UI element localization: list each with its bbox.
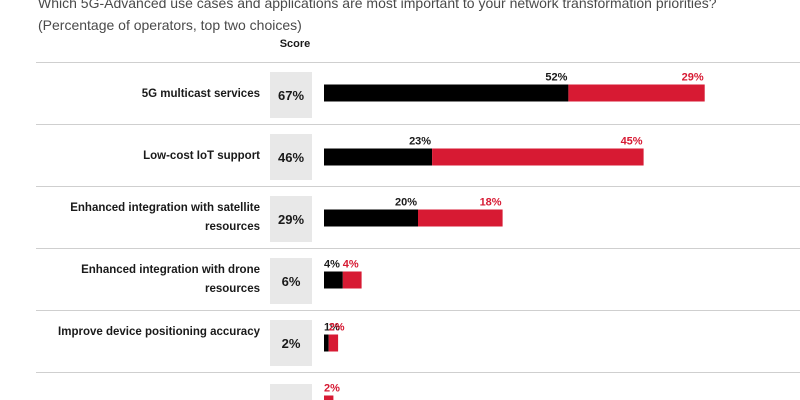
row-divider xyxy=(36,62,800,63)
row-divider xyxy=(36,310,800,311)
second-choice-label: 29% xyxy=(682,72,704,84)
score-box: 29% xyxy=(270,196,312,242)
chart-subtitle: Which 5G-Advanced use cases and applicat… xyxy=(38,0,717,33)
first-choice-label: 1% xyxy=(324,322,340,334)
row-divider xyxy=(36,372,800,373)
second-choice-label: 2% xyxy=(329,322,345,334)
score-box: 46% xyxy=(270,134,312,180)
row-divider xyxy=(36,124,800,125)
second-choice-label: 2% xyxy=(324,383,340,395)
second-choice-label: 45% xyxy=(621,136,643,148)
row-label: Improve device positioning accuracy xyxy=(58,326,260,338)
score-column-header: Score xyxy=(279,38,311,50)
score-box: 6% xyxy=(270,258,312,304)
row-label: Enhanced integration with drone resource… xyxy=(81,264,260,295)
second-choice-bar xyxy=(328,334,339,352)
row-divider xyxy=(36,248,800,249)
first-choice-bar xyxy=(324,271,343,289)
row-label: Low-cost IoT support xyxy=(143,150,260,162)
score-box: 67% xyxy=(270,72,312,118)
row-label: Enhanced integration with satellite reso… xyxy=(70,202,260,233)
second-choice-bar xyxy=(342,271,362,289)
second-choice-label: 4% xyxy=(343,259,359,271)
first-choice-bar xyxy=(324,148,433,166)
second-choice-bar xyxy=(324,395,334,400)
first-choice-label: 23% xyxy=(409,136,431,148)
second-choice-bar xyxy=(568,84,705,102)
score-box: 2% xyxy=(270,320,312,366)
first-choice-label: 4% xyxy=(324,259,340,271)
second-choice-bar xyxy=(418,209,503,227)
first-choice-label: 52% xyxy=(545,72,567,84)
row-label: 5G multicast services xyxy=(141,88,260,100)
score-box xyxy=(270,384,312,400)
first-choice-bar xyxy=(324,84,569,102)
first-choice-bar xyxy=(324,334,329,352)
second-choice-bar xyxy=(432,148,644,166)
row-divider xyxy=(36,186,800,187)
first-choice-bar xyxy=(324,209,418,227)
second-choice-label: 18% xyxy=(480,197,502,209)
first-choice-label: 20% xyxy=(395,197,417,209)
